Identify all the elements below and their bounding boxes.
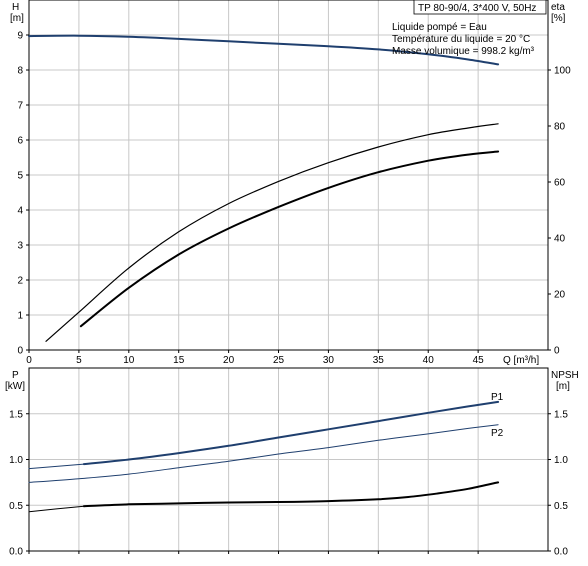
bottom-y-right-tick-label: 1.0 — [554, 455, 568, 466]
note-temperature: Température du liquide = 20 °C — [392, 34, 530, 45]
note-liquid: Liquide pompé = Eau — [392, 22, 487, 33]
top-right-axis-label-2: [%] — [551, 13, 566, 24]
bottom-series-line-0 — [82, 400, 500, 466]
top-left-axis-label-2: [m] — [10, 13, 24, 24]
top-series-group — [28, 34, 500, 342]
top-y-left-tick-label: 3 — [17, 241, 23, 252]
bottom-y-left-tick-label: 0.5 — [9, 501, 23, 512]
top-y-right-tick-label: 80 — [554, 122, 566, 133]
top-y-right-tick-label: 0 — [554, 346, 560, 357]
top-y-left-tick-label: 6 — [17, 136, 23, 147]
chart-title: TP 80-90/4, 3*400 V, 50Hz — [418, 3, 536, 14]
top-series-line-2 — [79, 150, 500, 328]
x-tick-label: 5 — [76, 355, 82, 366]
series-label-p1: P1 — [491, 392, 504, 403]
bottom-series-group — [28, 400, 500, 513]
bottom-y-right-tick-label: 1.5 — [554, 409, 568, 420]
bottom-right-axis-label-1: NPSH — [551, 370, 579, 381]
top-y-left-tick-label: 5 — [17, 171, 23, 182]
bottom-y-left-tick-label: 1.5 — [9, 409, 23, 420]
bottom-left-axis-label-1: P — [12, 370, 19, 381]
bottom-grid — [29, 368, 548, 551]
bottom-left-axis-label-2: [kW] — [5, 381, 25, 392]
top-y-left-tick-label: 2 — [17, 276, 23, 287]
x-tick-label: 40 — [423, 355, 435, 366]
head-efficiency-panel: 0 5 10 15 20 25 30 35 40 450123456789020406080100… — [10, 0, 571, 366]
bottom-series-line-4 — [28, 505, 85, 513]
top-y-left-tick-label: 0 — [17, 346, 23, 357]
x-tick-label: 30 — [323, 355, 335, 366]
x-tick-label: 15 — [173, 355, 185, 366]
bottom-y-left-tick-label: 1.0 — [9, 455, 23, 466]
top-y-left-tick-label: 7 — [17, 101, 23, 112]
power-npsh-panel: 0.0 0.5 1.0 1.5 0.0 0.5 1.0 1.5 P [kW] NPSH [m]… — [5, 367, 579, 558]
note-density: Masse volumique = 998.2 kg/m³ — [392, 46, 535, 57]
top-y-right-tick-label: 40 — [554, 234, 566, 245]
top-y-left-tick-label: 4 — [17, 206, 23, 217]
top-y-left-tick-label: 1 — [17, 311, 23, 322]
top-series-line-0 — [28, 34, 500, 66]
x-tick-label: 20 — [223, 355, 235, 366]
top-y-left-tick-label: 9 — [17, 31, 23, 42]
top-y-right-tick-label: 100 — [554, 66, 571, 77]
x-tick-label: 25 — [273, 355, 285, 366]
top-right-axis-label-1: eta — [551, 2, 565, 13]
top-left-axis-label-1: H — [12, 2, 19, 13]
top-y-left-tick-label: 8 — [17, 66, 23, 77]
bottom-right-axis-label-2: [m] — [556, 381, 570, 392]
bottom-series-line-2 — [28, 424, 499, 483]
series-label-p2: P2 — [491, 428, 504, 439]
x-axis-label: Q [m³/h] — [503, 355, 539, 366]
bottom-tick-labels: 0.0 0.5 1.0 1.5 0.0 0.5 1.0 1.5 — [9, 409, 568, 557]
bottom-series-line-3 — [82, 481, 500, 508]
x-tick-label: 0 — [26, 355, 32, 366]
x-tick-label: 10 — [123, 355, 135, 366]
top-y-right-tick-label: 20 — [554, 290, 566, 301]
bottom-y-right-tick-label: 0.5 — [554, 501, 568, 512]
title-box — [413, 0, 547, 15]
top-series-line-1 — [45, 123, 499, 342]
x-tick-label: 45 — [473, 355, 485, 366]
top-y-right-tick-label: 60 — [554, 178, 566, 189]
bottom-y-left-tick-label: 0.0 — [9, 547, 23, 558]
bottom-y-right-tick-label: 0.0 — [554, 547, 568, 558]
bottom-series-line-1 — [28, 463, 85, 470]
x-tick-label: 35 — [373, 355, 385, 366]
